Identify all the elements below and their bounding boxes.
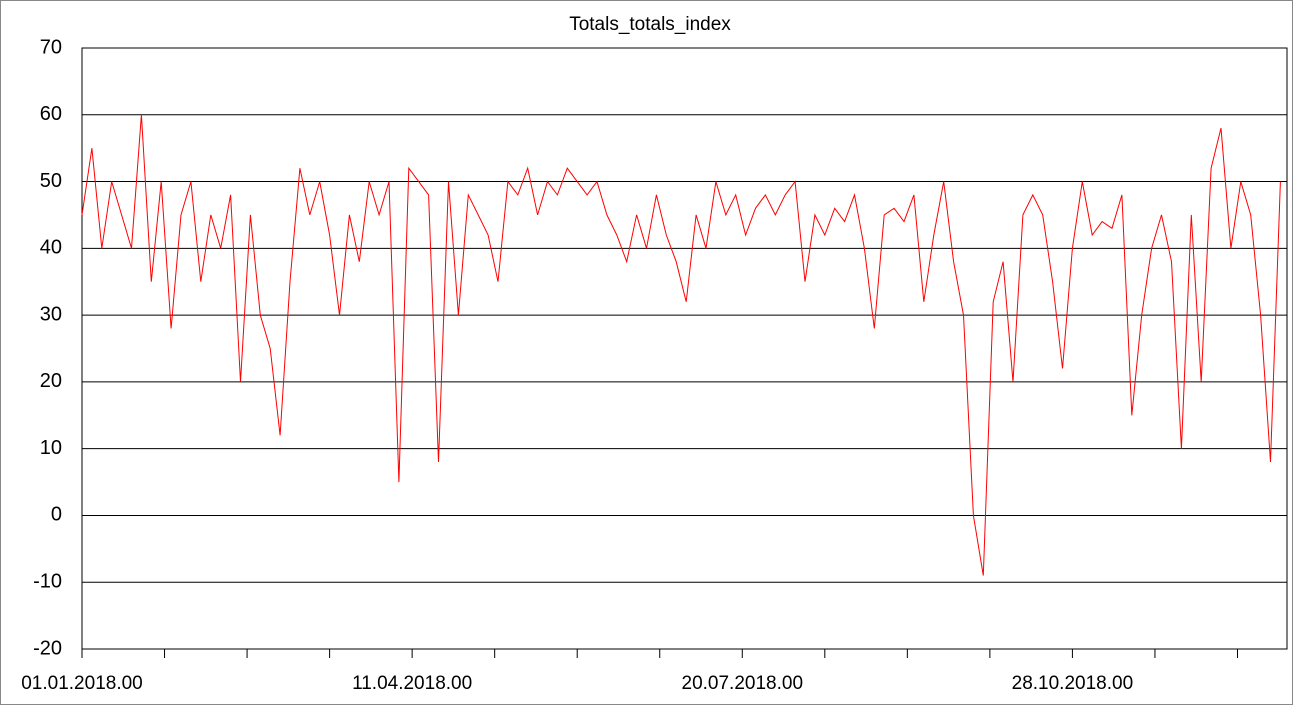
y-tick-label: -20 bbox=[33, 637, 62, 659]
y-tick-label: -10 bbox=[33, 571, 62, 593]
x-tick-label: 20.07.2018.00 bbox=[682, 673, 804, 694]
y-tick-label: 70 bbox=[40, 36, 62, 58]
y-tick-label: 0 bbox=[51, 504, 62, 526]
x-tick-label: 28.10.2018.00 bbox=[1012, 673, 1134, 694]
y-tick-label: 40 bbox=[40, 237, 62, 259]
y-tick-label: 60 bbox=[40, 103, 62, 125]
chart-title: Totals_totals_index bbox=[569, 14, 731, 35]
plot-border bbox=[81, 47, 1288, 650]
y-tick-label: 30 bbox=[40, 303, 62, 325]
y-tick-label: 10 bbox=[40, 437, 62, 459]
y-tick-label: 50 bbox=[40, 170, 62, 192]
x-tick-label: 11.04.2018.00 bbox=[352, 673, 472, 694]
x-tick-label: 01.01.2018.00 bbox=[21, 673, 143, 694]
y-tick-label: 20 bbox=[40, 370, 62, 392]
data-line bbox=[81, 114, 1281, 576]
